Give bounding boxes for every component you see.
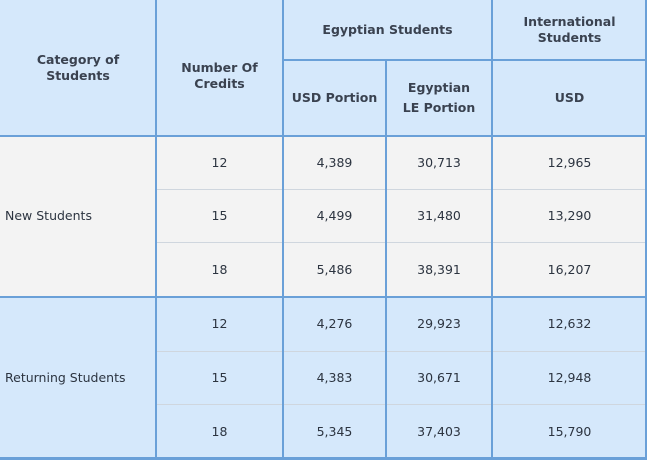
credits-value: 15 xyxy=(211,370,228,386)
intl-usd-value: 12,632 xyxy=(547,316,592,332)
header-category-label: Category of Students xyxy=(36,51,120,83)
table-cell: 12,965 xyxy=(492,136,647,190)
grid-line xyxy=(491,0,493,460)
intl-usd-value: 12,948 xyxy=(547,370,592,386)
credits-value: 18 xyxy=(211,424,228,440)
header-category: Category of Students xyxy=(0,0,156,136)
row-divider xyxy=(156,351,647,352)
usd-value: 4,276 xyxy=(316,316,353,332)
credits-value: 15 xyxy=(211,208,228,224)
table-cell: 37,403 xyxy=(386,405,492,460)
grid-line xyxy=(283,59,647,61)
table-cell: 18 xyxy=(156,243,283,297)
grid-line xyxy=(385,60,387,460)
table-cell: 12,632 xyxy=(492,297,647,352)
egp-value: 31,480 xyxy=(417,208,461,224)
usd-value: 4,383 xyxy=(316,370,353,386)
row-divider xyxy=(156,189,647,190)
intl-usd-value: 13,290 xyxy=(547,208,592,224)
header-usd-portion-label: USD Portion xyxy=(291,89,378,105)
grid-line xyxy=(0,135,647,137)
table-cell: 4,499 xyxy=(283,190,386,243)
group-label-text: New Students xyxy=(5,208,92,224)
header-egyptian-group: Egyptian Students xyxy=(283,0,492,60)
egp-value: 37,403 xyxy=(417,424,461,440)
table-cell: 4,276 xyxy=(283,297,386,352)
table-cell: 18 xyxy=(156,405,283,460)
header-intl-usd: USD xyxy=(492,60,647,136)
header-usd-portion: USD Portion xyxy=(283,60,386,136)
credits-value: 12 xyxy=(211,154,228,170)
grid-line xyxy=(0,457,647,460)
header-international-group-label: International Students xyxy=(523,13,616,45)
table-cell: 4,383 xyxy=(283,352,386,405)
table-cell: 16,207 xyxy=(492,243,647,297)
header-egp-portion: Egyptian LE Portion xyxy=(386,60,492,136)
grid-line xyxy=(282,0,284,460)
grid-line xyxy=(0,296,647,298)
table-cell: 5,486 xyxy=(283,243,386,297)
table-cell: 12 xyxy=(156,136,283,190)
grid-line xyxy=(645,0,647,460)
intl-usd-value: 16,207 xyxy=(547,261,592,277)
table-cell: 12 xyxy=(156,297,283,352)
table-cell: 38,391 xyxy=(386,243,492,297)
usd-value: 5,345 xyxy=(316,424,353,440)
header-egyptian-group-label: Egyptian Students xyxy=(322,21,453,37)
egp-value: 38,391 xyxy=(417,261,461,277)
header-intl-usd-label: USD xyxy=(554,89,585,105)
usd-value: 4,499 xyxy=(316,208,353,224)
group-label-text: Returning Students xyxy=(5,370,126,386)
group-label-new-students: New Students xyxy=(0,136,156,297)
table-cell: 13,290 xyxy=(492,190,647,243)
egp-value: 30,713 xyxy=(417,154,461,170)
table-cell: 29,923 xyxy=(386,297,492,352)
header-credits: Number Of Credits xyxy=(156,0,283,136)
header-international-group: International Students xyxy=(492,0,647,60)
table-cell: 4,389 xyxy=(283,136,386,190)
group-label-returning-students: Returning Students xyxy=(0,297,156,460)
table-cell: 15 xyxy=(156,352,283,405)
row-divider xyxy=(156,242,647,243)
header-credits-label: Number Of Credits xyxy=(181,59,258,91)
table-cell: 5,345 xyxy=(283,405,386,460)
grid-line xyxy=(155,0,157,460)
usd-value: 4,389 xyxy=(316,154,353,170)
table-cell: 31,480 xyxy=(386,190,492,243)
egp-value: 29,923 xyxy=(417,316,461,332)
egp-value: 30,671 xyxy=(417,370,461,386)
credits-value: 18 xyxy=(211,261,228,277)
table-cell: 12,948 xyxy=(492,352,647,405)
intl-usd-value: 15,790 xyxy=(547,424,592,440)
table-cell: 30,713 xyxy=(386,136,492,190)
intl-usd-value: 12,965 xyxy=(547,154,592,170)
table-cell: 15,790 xyxy=(492,405,647,460)
usd-value: 5,486 xyxy=(316,261,353,277)
header-egp-portion-label: Egyptian LE Portion xyxy=(402,80,476,115)
row-divider xyxy=(156,404,647,405)
table-cell: 15 xyxy=(156,190,283,243)
credits-value: 12 xyxy=(211,316,228,332)
table-cell: 30,671 xyxy=(386,352,492,405)
